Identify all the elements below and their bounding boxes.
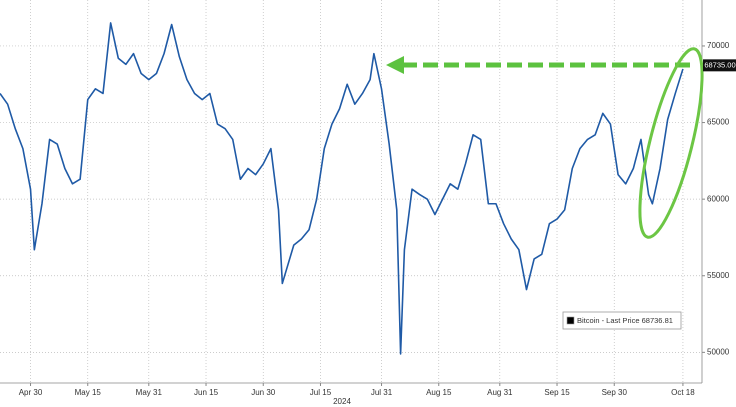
legend-box [562,311,682,330]
x-tick-label: Sep 15 [544,388,570,397]
y-tick-label: 70000 [707,41,730,50]
plot [0,22,684,355]
legend-label: Bitcoin - Last Price 68736.81 [577,316,673,325]
legend-name: Bitcoin - Last Price [577,316,640,325]
legend: Bitcoin - Last Price 68736.81 [562,311,682,330]
y-tick-label: 65000 [707,118,730,127]
y-tick-label: 60000 [707,194,730,203]
y-tick-label: 55000 [707,271,730,280]
x-year-label: 2024 [333,397,351,406]
x-tick-label: Jun 15 [194,388,219,397]
x-tick-label: Jul 31 [371,388,393,397]
price-line [0,22,684,355]
legend-value: 68736.81 [642,316,673,325]
annotation-ellipse [638,47,704,239]
x-tick-label: May 15 [75,388,102,397]
x-tick-label: Aug 15 [426,388,452,397]
last-price-label: 68735.00 [704,60,735,69]
annotation-arrowhead [386,56,404,74]
legend-swatch [566,316,575,325]
x-tick-label: Jul 15 [310,388,332,397]
last-price-badge [703,59,736,72]
x-tick-label: Sep 30 [602,388,628,397]
x-tick-label: Apr 30 [19,388,43,397]
y-tick-label: 50000 [707,347,730,356]
x-tick-label: Oct 18 [671,388,695,397]
x-tick-label: Aug 31 [487,388,513,397]
x-tick-label: May 31 [136,388,163,397]
x-tick-label: Jun 30 [251,388,276,397]
